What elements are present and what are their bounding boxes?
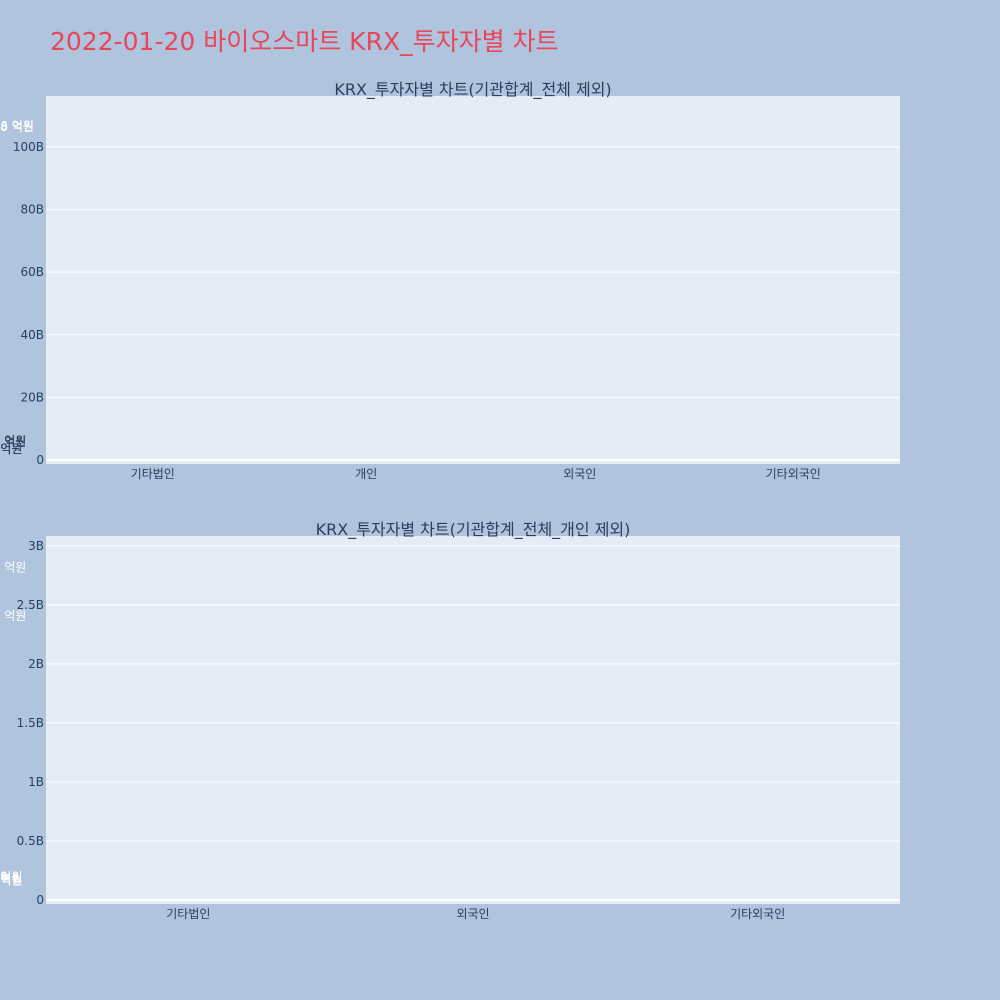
y-tick-label: 40B	[20, 328, 44, 342]
plot-area	[46, 536, 900, 904]
chart-title: KRX_투자자별 차트(기관합계_전체_개인 제외)	[316, 520, 631, 540]
y-tick-label: 0	[36, 893, 44, 907]
bar-data-label: 29.0 억원	[0, 561, 26, 575]
page-title: 2022-01-20 바이오스마트 KRX_투자자별 차트	[50, 27, 559, 56]
y-tick-label: 1B	[28, 775, 44, 789]
y-tick-label: 0.5B	[17, 834, 44, 848]
bar-data-label: 2.7 억원	[0, 442, 22, 456]
bar-data-label: 2.8 억원	[0, 870, 22, 884]
plot-area	[46, 96, 900, 464]
bar-data-label: 24.9 억원	[0, 435, 26, 449]
x-tick-label: 기타외국인	[766, 467, 821, 481]
bar-data-label: 2.5 억원	[0, 442, 22, 456]
y-tick-label: 20B	[20, 390, 44, 404]
y-tick-label: 3B	[28, 539, 44, 553]
x-tick-label: 기타법인	[131, 467, 175, 481]
x-tick-label: 기타외국인	[730, 907, 785, 921]
y-tick-label: 2B	[28, 657, 44, 671]
bar-data-label: 24.9 억원	[0, 609, 26, 623]
y-tick-label: 0	[36, 453, 44, 467]
y-tick-label: 1.5B	[17, 716, 44, 730]
bar-data-label: 2.6 억원	[0, 442, 22, 456]
y-tick-label: 2.5B	[17, 598, 44, 612]
bar-data-label: 1095.8 억원	[0, 120, 34, 134]
x-tick-label: 외국인	[563, 467, 596, 481]
y-tick-label: 60B	[20, 265, 44, 279]
bar-data-label: 1099.6 억원	[0, 119, 34, 133]
x-tick-label: 기타법인	[166, 907, 210, 921]
y-tick-label: 100B	[13, 140, 44, 154]
bar-data-label: 2.6 억원	[0, 872, 22, 886]
chart-investor-all: KRX_투자자별 차트(기관합계_전체 제외) 0 20B 40B 60B 80B 100B…	[0, 80, 900, 481]
x-tick-label: 외국인	[456, 907, 489, 921]
chart-title: KRX_투자자별 차트(기관합계_전체 제외)	[334, 80, 611, 100]
x-tick-label: 개인	[355, 467, 377, 481]
chart-investor-excl-individual: KRX_투자자별 차트(기관합계_전체_개인 제외) 0 0.5B 1B 1.5B 2B 2…	[0, 520, 900, 921]
bar-data-label: 2.5 억원	[0, 873, 22, 887]
y-tick-label: 80B	[20, 203, 44, 217]
bar-data-label: 29.0 억원	[0, 434, 26, 448]
bar-data-label: 2.8 억원	[0, 442, 22, 456]
bar-data-label: 2.7 억원	[0, 871, 22, 885]
